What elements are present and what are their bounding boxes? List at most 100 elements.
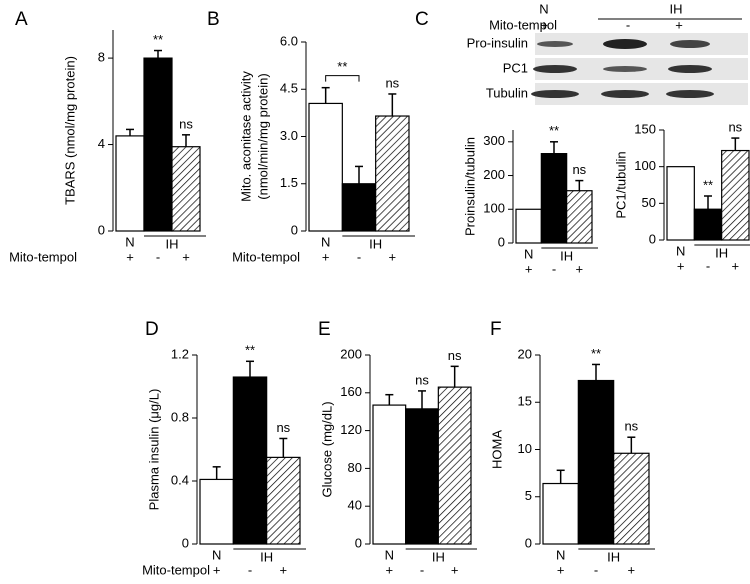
group-label: IH bbox=[715, 245, 728, 260]
category-label: - bbox=[706, 258, 710, 273]
y-tick-label: 120 bbox=[340, 422, 362, 437]
y-tick-label: 0 bbox=[498, 234, 505, 249]
group-label: IH bbox=[607, 549, 620, 564]
row-label: Mito-tempol bbox=[232, 249, 300, 264]
category-label: - bbox=[357, 249, 361, 264]
blot-sign: - bbox=[626, 17, 630, 32]
y-tick-label: 4.5 bbox=[280, 81, 298, 96]
significance-label: ** bbox=[591, 346, 601, 361]
category-label: - bbox=[552, 261, 556, 276]
blot-row-label: Pro-insulin bbox=[467, 35, 528, 50]
category-label: - bbox=[248, 562, 252, 577]
bar bbox=[115, 135, 145, 232]
group-label: N bbox=[385, 547, 394, 562]
y-axis-label: TBARS (nmol/mg protein) bbox=[62, 56, 77, 205]
y-tick-label: 5 bbox=[525, 488, 532, 503]
y-tick-label: 200 bbox=[340, 346, 362, 361]
category-label: + bbox=[677, 258, 685, 273]
y-tick-label: 15 bbox=[518, 394, 532, 409]
group-label: N bbox=[125, 234, 134, 249]
blot-group: N bbox=[539, 1, 548, 16]
significance-label: ns bbox=[624, 419, 638, 434]
bar bbox=[437, 386, 472, 545]
bands bbox=[531, 39, 714, 98]
group-label: N bbox=[212, 547, 221, 562]
y-tick-label: 8 bbox=[98, 50, 105, 65]
category-label: + bbox=[628, 562, 636, 577]
significance-label: ** bbox=[337, 59, 347, 74]
significance-label: ns bbox=[385, 75, 399, 90]
y-tick-label: 0.4 bbox=[171, 472, 189, 487]
category-label: + bbox=[557, 562, 565, 577]
category-label: + bbox=[525, 261, 533, 276]
group-label: N bbox=[524, 246, 533, 261]
category-label: + bbox=[386, 562, 394, 577]
bar bbox=[341, 183, 377, 232]
y-tick-label: 0.8 bbox=[171, 409, 189, 424]
bar bbox=[405, 408, 439, 545]
panel-label: D bbox=[145, 319, 159, 340]
bar bbox=[542, 482, 579, 545]
bar bbox=[693, 208, 723, 241]
group-label: IH bbox=[560, 248, 573, 263]
significance-label: ns bbox=[448, 348, 462, 363]
panel-label: C bbox=[415, 9, 429, 30]
bar bbox=[666, 166, 695, 241]
y-tick-label: 300 bbox=[483, 133, 505, 148]
blot-row-label: PC1 bbox=[503, 60, 528, 75]
category-label: + bbox=[280, 562, 288, 577]
group-label: N bbox=[556, 547, 565, 562]
y-tick-label: 1.2 bbox=[171, 346, 189, 361]
significance-label: ** bbox=[703, 177, 713, 192]
y-tick-label: 3.0 bbox=[280, 128, 298, 143]
bar bbox=[199, 478, 234, 545]
category-label: + bbox=[322, 249, 330, 264]
group-label: N bbox=[321, 234, 330, 249]
y-axis-label: Plasma insulin (μg/L) bbox=[146, 389, 161, 511]
category-label: - bbox=[594, 562, 598, 577]
y-tick-label: 50 bbox=[642, 195, 656, 210]
y-tick-label: 100 bbox=[483, 201, 505, 216]
bar bbox=[266, 456, 301, 545]
y-tick-label: 40 bbox=[348, 498, 362, 513]
significance-label: ** bbox=[245, 343, 255, 358]
row-label: Mito-tempol bbox=[9, 249, 77, 264]
bar bbox=[577, 379, 615, 545]
bar bbox=[721, 149, 750, 241]
bar bbox=[171, 146, 201, 232]
bracket bbox=[325, 75, 360, 82]
bar bbox=[308, 102, 343, 232]
y-axis-label: HOMA bbox=[489, 430, 504, 469]
row-label: Mito-tempol bbox=[142, 562, 210, 577]
significance-label: ns bbox=[179, 116, 193, 131]
y-tick-label: 0 bbox=[525, 535, 532, 550]
y-tick-label: 160 bbox=[340, 384, 362, 399]
significance-label: ** bbox=[153, 32, 163, 47]
bar bbox=[372, 404, 407, 545]
y-tick-label: 4 bbox=[98, 136, 105, 151]
group-label: IH bbox=[432, 549, 445, 564]
significance-label: ns bbox=[728, 120, 742, 135]
bar bbox=[613, 452, 650, 545]
y-tick-label: 80 bbox=[348, 460, 362, 475]
y-tick-label: 0 bbox=[355, 535, 362, 550]
blot-group: IH bbox=[670, 1, 683, 16]
y-tick-label: 6.0 bbox=[280, 33, 298, 48]
western-blot: N IH Mito-tempol + - + Pro-insulin PC1 T… bbox=[467, 1, 748, 105]
y-tick-label: 20 bbox=[518, 346, 532, 361]
significance-label: ns bbox=[572, 162, 586, 177]
category-label: + bbox=[213, 562, 221, 577]
y-tick-label: 0 bbox=[182, 535, 189, 550]
category-label: + bbox=[389, 249, 397, 264]
group-label: IH bbox=[369, 236, 382, 251]
y-tick-label: 0 bbox=[291, 222, 298, 237]
y-tick-label: 1.5 bbox=[280, 175, 298, 190]
blot-sign: + bbox=[540, 17, 548, 32]
blot-row-label: Tubulin bbox=[486, 85, 528, 100]
category-label: + bbox=[126, 249, 134, 264]
y-axis-label: Mito. aconitase activity bbox=[238, 71, 253, 202]
bar bbox=[566, 190, 593, 244]
bar bbox=[515, 208, 542, 244]
y-axis-label: PC1/tubulin bbox=[613, 151, 628, 218]
